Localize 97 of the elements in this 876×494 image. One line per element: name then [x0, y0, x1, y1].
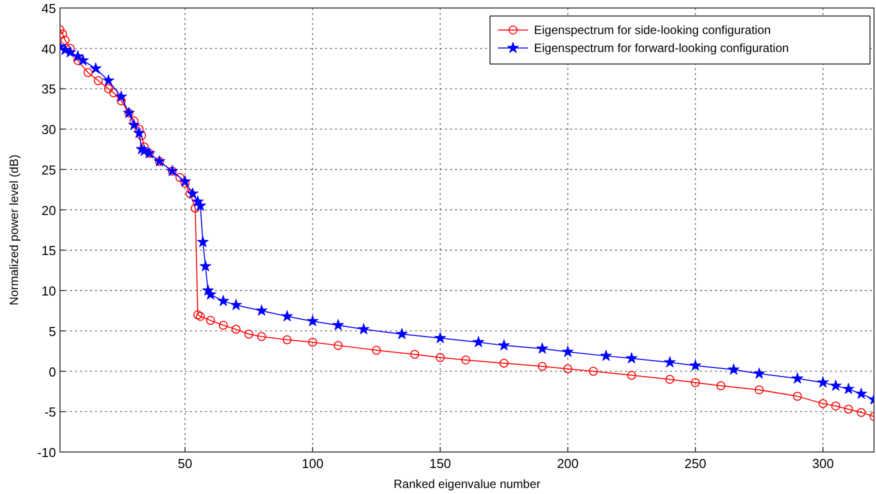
- y-tick-label: 45: [42, 1, 56, 16]
- point: [133, 126, 146, 138]
- point: [244, 330, 254, 339]
- point: [842, 382, 854, 394]
- point: [664, 356, 676, 368]
- point: [102, 74, 114, 86]
- point: [563, 364, 572, 374]
- point: [588, 366, 598, 376]
- legend-label: Eigenspectrum for forward-looking configuration: [534, 41, 789, 55]
- legend-label: Eigenspectrum for side-looking configuration: [534, 23, 771, 37]
- y-axis-title: Normalized power level (dB): [7, 154, 21, 306]
- point: [84, 68, 93, 78]
- point: [562, 346, 574, 357]
- point: [753, 367, 766, 379]
- point: [218, 320, 228, 330]
- point: [844, 404, 853, 414]
- x-tick-label: 200: [556, 456, 579, 471]
- point: [308, 338, 318, 347]
- point: [627, 370, 636, 380]
- y-tick-label: 10: [42, 284, 56, 299]
- point: [137, 131, 146, 140]
- x-axis-title: Ranked eigenvalue number: [394, 477, 540, 491]
- x-tick-label: 50: [178, 456, 192, 471]
- point: [754, 385, 764, 394]
- y-tick-label: -10: [37, 445, 56, 460]
- point: [256, 304, 268, 316]
- point: [90, 62, 102, 74]
- y-tick-label: 0: [48, 364, 56, 380]
- y-tick-label: 15: [42, 243, 56, 258]
- point: [175, 173, 184, 182]
- point: [818, 399, 828, 408]
- y-tick-label: 40: [42, 41, 56, 56]
- x-tick-label: 100: [302, 456, 324, 471]
- point: [217, 294, 230, 306]
- point: [60, 36, 70, 45]
- point: [334, 340, 343, 350]
- point: [196, 236, 209, 248]
- point: [332, 319, 344, 330]
- point: [600, 350, 612, 362]
- point: [831, 401, 840, 410]
- point: [190, 204, 200, 213]
- point: [179, 175, 191, 187]
- point: [472, 336, 484, 348]
- point: [434, 332, 446, 344]
- y-tick-label: -5: [44, 404, 56, 420]
- point: [109, 88, 118, 98]
- point: [665, 374, 674, 384]
- point: [204, 288, 216, 300]
- point: [206, 316, 216, 325]
- point: [817, 376, 829, 388]
- point: [536, 342, 548, 354]
- y-tick-label: 5: [48, 324, 56, 339]
- point: [116, 96, 126, 106]
- point: [77, 54, 89, 66]
- point: [94, 76, 103, 86]
- point: [856, 408, 866, 417]
- point: [626, 352, 638, 364]
- point: [230, 298, 242, 310]
- point: [410, 350, 420, 359]
- x-tick-label: 300: [812, 456, 834, 471]
- point: [281, 310, 294, 322]
- point: [689, 359, 702, 371]
- point: [180, 178, 190, 188]
- point: [193, 310, 202, 320]
- point: [282, 335, 292, 344]
- point: [436, 353, 445, 362]
- point: [186, 187, 199, 199]
- x-tick-label: 150: [429, 456, 452, 471]
- point: [716, 381, 726, 390]
- point: [128, 118, 140, 130]
- y-tick-label: 35: [42, 82, 56, 97]
- point: [690, 378, 700, 388]
- point: [358, 323, 370, 334]
- point: [830, 380, 842, 391]
- y-tick-label: 30: [42, 122, 56, 138]
- point: [498, 339, 510, 351]
- y-tick-label: 25: [42, 162, 56, 178]
- point: [461, 355, 470, 364]
- point: [792, 392, 802, 401]
- point: [728, 363, 740, 375]
- y-tick-label: 20: [42, 202, 56, 218]
- point: [855, 388, 868, 399]
- point: [104, 84, 113, 94]
- point: [792, 372, 804, 384]
- point: [194, 200, 206, 211]
- x-tick-label: 250: [684, 456, 706, 471]
- point: [200, 260, 212, 272]
- point: [500, 358, 508, 368]
- point: [196, 312, 205, 321]
- point: [306, 315, 319, 326]
- point: [115, 90, 128, 102]
- point: [396, 328, 408, 340]
- point: [257, 332, 266, 342]
- point: [186, 189, 195, 198]
- point: [538, 362, 547, 371]
- point: [232, 324, 241, 334]
- point: [372, 346, 381, 355]
